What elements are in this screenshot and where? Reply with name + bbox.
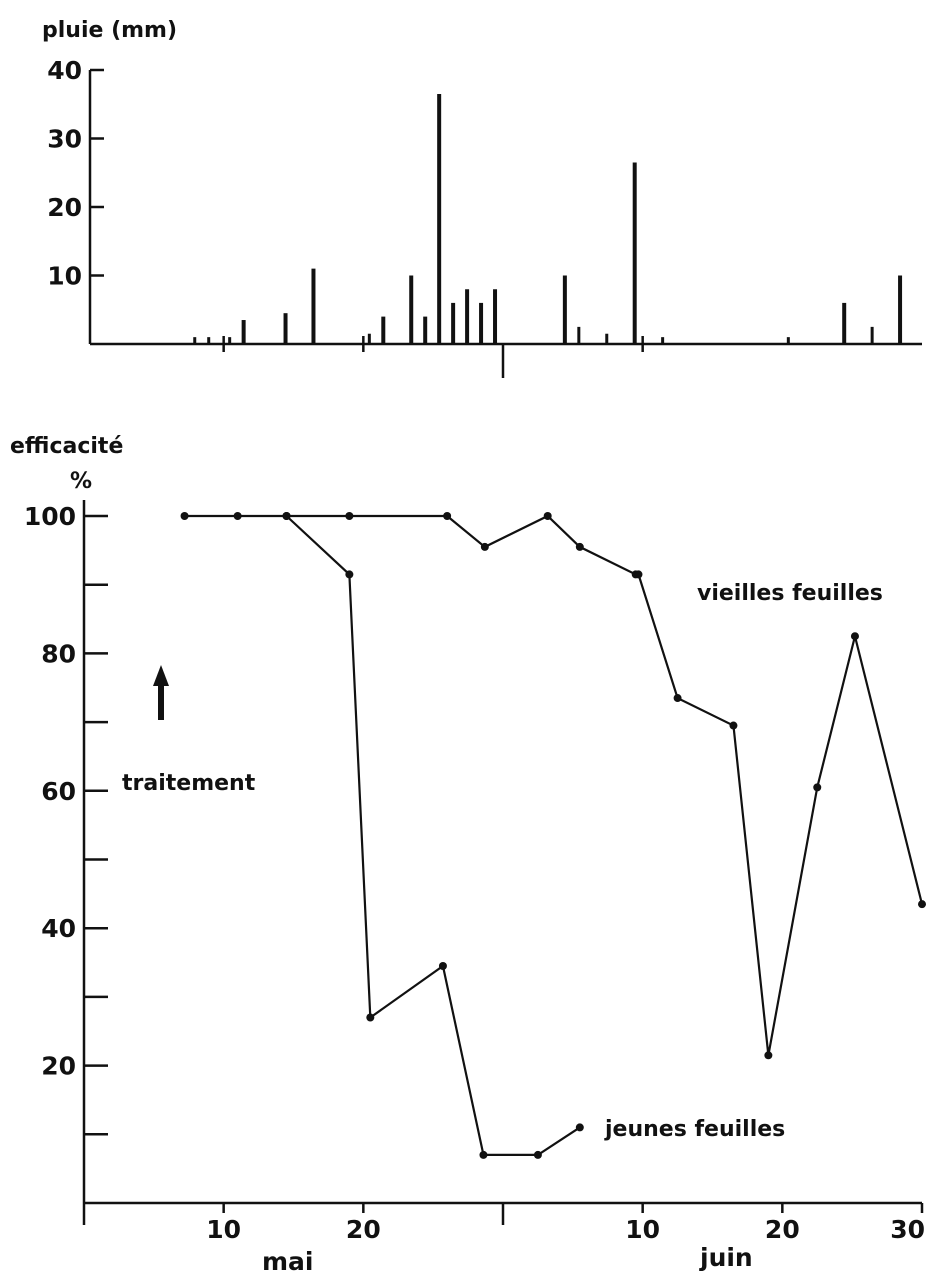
data-point-vieilles-feuilles — [233, 512, 242, 520]
eff-y-tick-label: 100 — [24, 502, 76, 531]
eff-y-ticks: 20 40 60 80 100 — [24, 502, 108, 1136]
data-point-vieilles-feuilles — [180, 512, 189, 520]
rain-y-tick-label: 30 — [47, 125, 82, 154]
data-point-vieilles-feuilles — [813, 783, 822, 792]
eff-x-tick-label: 10 — [625, 1215, 660, 1244]
legend-vieilles-feuilles: vieilles feuilles — [697, 581, 883, 606]
rain-y-tick-label: 40 — [47, 56, 82, 85]
treatment-arrow-icon — [153, 665, 169, 720]
treatment-label: traitement — [122, 771, 256, 796]
data-point-vieilles-feuilles — [543, 512, 552, 520]
eff-y-tick-label: 40 — [41, 914, 76, 943]
data-point-jeunes-feuilles — [438, 961, 447, 970]
eff-y-tick-label: 20 — [41, 1052, 76, 1081]
rain-y-tick-label: 20 — [47, 193, 82, 222]
data-point-jeunes-feuilles — [575, 1123, 584, 1132]
data-point-vieilles-feuilles — [443, 512, 452, 520]
data-point-vieilles-feuilles — [673, 694, 682, 703]
data-point-vieilles-feuilles — [729, 721, 738, 730]
eff-x-tick-label: 20 — [346, 1215, 381, 1244]
eff-yunit: % — [70, 469, 92, 494]
data-point-jeunes-feuilles — [282, 512, 291, 520]
month-label-juin: juin — [699, 1243, 753, 1272]
month-label-mai: mai — [262, 1247, 314, 1273]
data-point-vieilles-feuilles — [850, 632, 859, 641]
series-line-vieilles-feuilles — [184, 514, 924, 1056]
rain-y-ticks: 10 20 30 40 — [47, 56, 104, 291]
rain-ylabel: pluie (mm) — [42, 18, 177, 43]
eff-x-ticks: 10 20 10 20 30 — [82, 1203, 925, 1244]
data-point-vieilles-feuilles — [575, 542, 584, 551]
data-point-jeunes-feuilles — [533, 1150, 542, 1159]
data-point-vieilles-feuilles — [634, 570, 643, 579]
data-point-vieilles-feuilles — [764, 1051, 773, 1060]
eff-x-tick-label: 10 — [206, 1215, 241, 1244]
series-line-jeunes-feuilles — [285, 515, 581, 1157]
eff-y-tick-label: 60 — [41, 777, 76, 806]
eff-x-tick-label: 20 — [765, 1215, 800, 1244]
data-point-vieilles-feuilles — [480, 542, 489, 551]
data-point-vieilles-feuilles — [918, 900, 926, 909]
rain-bars — [193, 93, 903, 344]
data-point-vieilles-feuilles — [345, 512, 354, 520]
data-point-jeunes-feuilles — [479, 1150, 488, 1159]
rain-y-tick-label: 10 — [47, 262, 82, 291]
rainfall-chart: pluie (mm) 10 20 30 40 — [42, 18, 922, 378]
rain-x-marks — [222, 336, 644, 378]
eff-y-tick-label: 80 — [41, 639, 76, 668]
efficacy-series — [180, 512, 926, 1159]
data-point-jeunes-feuilles — [345, 570, 354, 579]
eff-ylabel: efficacité — [10, 434, 123, 459]
eff-x-tick-label: 30 — [890, 1215, 925, 1244]
data-point-jeunes-feuilles — [366, 1013, 375, 1022]
legend-jeunes-feuilles: jeunes feuilles — [604, 1117, 785, 1142]
